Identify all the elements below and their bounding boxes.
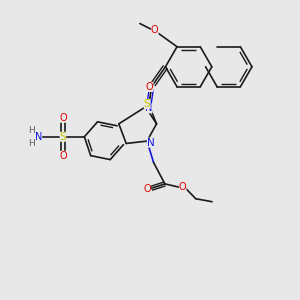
Text: S: S xyxy=(144,99,150,109)
Text: H: H xyxy=(28,126,34,135)
Text: N: N xyxy=(35,132,42,142)
Text: O: O xyxy=(146,82,154,92)
Text: O: O xyxy=(59,113,67,123)
Text: N: N xyxy=(145,103,152,113)
Text: N: N xyxy=(147,138,154,148)
Text: O: O xyxy=(179,182,187,193)
Text: S: S xyxy=(60,132,66,142)
Text: H: H xyxy=(28,139,34,148)
Text: O: O xyxy=(59,151,67,161)
Text: O: O xyxy=(151,26,159,35)
Text: O: O xyxy=(143,184,151,194)
